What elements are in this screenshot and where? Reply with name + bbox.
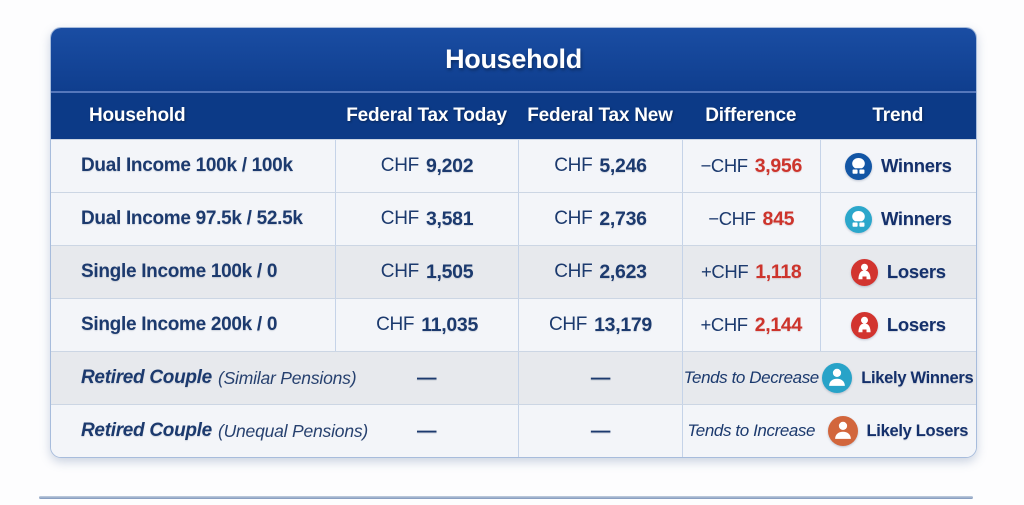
table-title: Household xyxy=(445,44,582,74)
currency-label: CHF xyxy=(380,261,419,282)
difference-trend-text: Tends to Increase xyxy=(687,421,816,440)
tax-today-value: 1,505 xyxy=(425,260,474,283)
table-row: Single Income 100k / 0 CHF 1,505 CHF 2,6… xyxy=(51,245,976,298)
trend-label: Losers xyxy=(886,314,946,335)
difference-sign-label: +CHF xyxy=(701,261,749,282)
trend-label: Likely Winners xyxy=(861,368,974,387)
tax-new-value: — xyxy=(590,419,611,442)
table-row: Retired Couple (Unequal Pensions) — — Te… xyxy=(51,404,976,457)
currency-label: CHF xyxy=(376,314,415,335)
difference-amount: 1,118 xyxy=(755,260,802,283)
tax-new-value: 13,179 xyxy=(594,313,652,336)
winners-icon xyxy=(844,205,872,233)
table-title-bar: Household xyxy=(51,28,976,93)
household-label: Dual Income 97.5k / 52.5k xyxy=(81,208,303,229)
household-note: (Unequal Pensions) xyxy=(217,420,369,441)
difference-amount: 3,956 xyxy=(754,154,803,177)
tax-new-value: 2,623 xyxy=(599,260,647,283)
losers-icon xyxy=(850,258,878,286)
household-label: Dual Income 100k / 100k xyxy=(81,155,293,176)
table-header-row: Household Federal Tax Today Federal Tax … xyxy=(51,93,976,139)
household-tax-table: Household Household Federal Tax Today Fe… xyxy=(50,27,977,458)
tax-today-value: 3,581 xyxy=(425,207,474,230)
trend-label: Likely Losers xyxy=(866,421,969,440)
difference-amount: 2,144 xyxy=(754,313,803,336)
difference-amount: 845 xyxy=(762,207,795,230)
table-row: Dual Income 97.5k / 52.5k CHF 3,581 CHF … xyxy=(51,192,976,245)
tax-today-value: — xyxy=(416,419,437,442)
trend-label: Losers xyxy=(886,261,946,282)
currency-label: CHF xyxy=(554,208,593,229)
difference-sign-label: −CHF xyxy=(708,208,756,229)
column-header-federal-tax-new: Federal Tax New xyxy=(527,105,673,126)
currency-label: CHF xyxy=(554,261,593,282)
household-label: Single Income 100k / 0 xyxy=(81,261,278,282)
currency-label: CHF xyxy=(380,208,419,229)
currency-label: CHF xyxy=(548,314,588,335)
column-header-federal-tax-today: Federal Tax Today xyxy=(346,105,507,126)
tax-new-value: 2,736 xyxy=(599,207,647,230)
household-label: Single Income 200k / 0 xyxy=(81,314,278,335)
winners-icon xyxy=(844,152,872,180)
currency-label: CHF xyxy=(554,155,593,176)
table-row: Single Income 200k / 0 CHF 11,035 CHF 13… xyxy=(51,298,976,351)
difference-trend-text: Tends to Decrease xyxy=(683,368,820,387)
column-header-household: Household xyxy=(89,105,186,126)
household-label: Retired Couple xyxy=(81,420,212,441)
column-header-trend: Trend xyxy=(872,105,924,126)
table-row: Dual Income 100k / 100k CHF 9,202 CHF 5,… xyxy=(51,139,976,192)
difference-sign-label: +CHF xyxy=(700,314,748,335)
likely-losers-icon xyxy=(827,416,858,446)
likely-winners-icon xyxy=(822,363,853,393)
trend-label: Winners xyxy=(880,155,952,176)
difference-sign-label: −CHF xyxy=(700,155,748,176)
household-label: Retired Couple xyxy=(81,367,212,388)
column-header-difference: Difference xyxy=(705,105,797,126)
trend-label: Winners xyxy=(880,208,952,229)
losers-icon xyxy=(850,311,878,339)
household-note: (Similar Pensions) xyxy=(217,367,357,388)
tax-new-value: — xyxy=(590,366,611,389)
tax-new-value: 5,246 xyxy=(599,154,647,177)
bottom-divider xyxy=(39,496,973,499)
tax-today-value: 11,035 xyxy=(421,313,478,336)
currency-label: CHF xyxy=(380,155,419,176)
tax-today-value: — xyxy=(416,366,437,389)
table-row: Retired Couple (Similar Pensions) — — Te… xyxy=(51,351,976,404)
tax-today-value: 9,202 xyxy=(425,154,474,177)
